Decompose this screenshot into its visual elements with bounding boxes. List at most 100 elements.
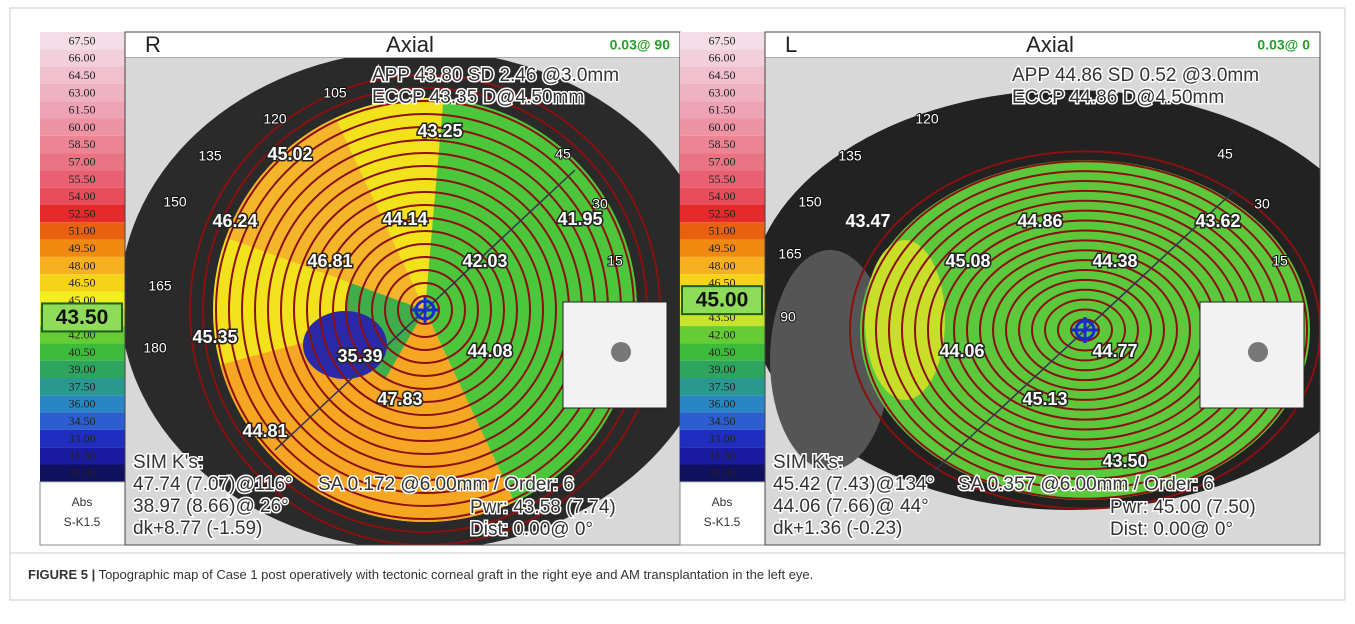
map-value: 41.95 [557, 209, 602, 229]
map-value: 46.24 [212, 211, 257, 231]
scale-footer: S-K1.5 [64, 515, 101, 529]
scale-label: 63.00 [69, 85, 96, 99]
scale-label: 37.50 [69, 379, 96, 393]
scale-label: 66.00 [69, 51, 96, 65]
sim-k: 44.06 (7.66)@ 44° [773, 496, 929, 517]
scale-label: 64.50 [69, 68, 96, 82]
scale-label: 60.00 [709, 120, 736, 134]
scale-label: 58.50 [709, 137, 736, 151]
caption-text: Topographic map of Case 1 post operative… [95, 567, 813, 582]
scale-footer-box [680, 482, 765, 545]
dist-text: Dist: 0.00@ 0° [1110, 519, 1233, 540]
scale-current: 43.50 [56, 306, 109, 329]
map-value: 47.83 [377, 389, 422, 409]
scale-label: 48.00 [69, 258, 96, 272]
scale-label: 58.50 [69, 137, 96, 151]
scale-label: 49.50 [69, 241, 96, 255]
map-value: 44.08 [467, 341, 512, 361]
power-text: Pwr: 43.58 (7.74) [470, 497, 616, 518]
scale-label: 33.00 [69, 431, 96, 445]
map-value: 46.81 [307, 251, 352, 271]
angle-label: 15 [1272, 253, 1288, 269]
angle-label: 30 [592, 196, 608, 212]
scale-label: 57.00 [69, 155, 96, 169]
scale-label: 30.00 [709, 466, 736, 480]
scale-label: 66.00 [709, 51, 736, 65]
scale-footer: S-K1.5 [704, 515, 741, 529]
map-value: 44.38 [1092, 251, 1137, 271]
scale-footer: Abs [712, 495, 733, 509]
map-value: 43.50 [1102, 451, 1147, 471]
scale-label: 60.00 [69, 120, 96, 134]
scale-label: 42.00 [709, 328, 736, 342]
eye-label: L [785, 32, 797, 57]
map-corner: 0.03@ 90 [610, 37, 671, 53]
angle-label: 120 [263, 111, 287, 127]
angle-label: 150 [798, 194, 822, 210]
map-header-text: ECCP 44.86 D@4.50mm [1012, 87, 1224, 108]
scale-label: 36.00 [709, 397, 736, 411]
angle-label: 15 [607, 253, 623, 269]
sa-text: SA 0.357 @6.00mm / Order: 6 [958, 474, 1214, 495]
scale-label: 33.00 [709, 431, 736, 445]
scale-label: 52.50 [709, 206, 736, 220]
topography-panel: 67.5066.0064.5063.0061.5060.0058.5057.00… [680, 32, 1355, 545]
map-value: 44.06 [939, 341, 984, 361]
angle-label: 165 [778, 246, 802, 262]
scale-label: 31.50 [709, 449, 736, 463]
map-value: 44.81 [242, 421, 287, 441]
scale-label: 54.00 [69, 189, 96, 203]
scale-label: 31.50 [69, 449, 96, 463]
map-header-text: ECCP 43.35 D@4.50mm [372, 87, 584, 108]
scale-label: 63.00 [709, 85, 736, 99]
sim-k: dk+1.36 (-0.23) [773, 518, 902, 539]
scale-footer: Abs [72, 495, 93, 509]
map-header-text: APP 43.80 SD 2.46 @3.0mm [372, 65, 619, 86]
scale-label: 48.00 [709, 258, 736, 272]
map-title: Axial [386, 32, 434, 57]
dist-text: Dist: 0.00@ 0° [470, 519, 593, 540]
power-text: Pwr: 45.00 (7.50) [1110, 497, 1256, 518]
map-value: 35.39 [337, 346, 382, 366]
inset-spot [611, 342, 631, 362]
map-value: 44.77 [1092, 341, 1137, 361]
scale-label: 49.50 [709, 241, 736, 255]
sim-k: 47.74 (7.07)@116° [133, 474, 293, 495]
scale-footer-box [40, 482, 125, 545]
scale-label: 37.50 [709, 379, 736, 393]
scale-label: 40.50 [709, 345, 736, 359]
map-value: 45.08 [945, 251, 990, 271]
scale-label: 57.00 [709, 155, 736, 169]
angle-label: 120 [915, 111, 939, 127]
caption: FIGURE 5 | Topographic map of Case 1 pos… [28, 567, 813, 582]
scale-label: 55.50 [709, 172, 736, 186]
angle-label: 150 [163, 194, 187, 210]
angle-label: 90 [780, 309, 796, 325]
scale-label: 51.00 [709, 224, 736, 238]
angle-label: 180 [143, 340, 167, 356]
scale-label: 34.50 [709, 414, 736, 428]
scale-label: 36.00 [69, 397, 96, 411]
scale-label: 39.00 [69, 362, 96, 376]
angle-label: 165 [148, 278, 172, 294]
scale-label: 64.50 [709, 68, 736, 82]
map-value: 45.35 [192, 327, 237, 347]
topography-panel: 67.5066.0064.5063.0061.5060.0058.5057.00… [40, 32, 720, 550]
angle-label: 45 [1217, 146, 1233, 162]
scale-label: 61.50 [69, 103, 96, 117]
map-value: 42.03 [462, 251, 507, 271]
scale-label: 52.50 [69, 206, 96, 220]
angle-label: 135 [838, 148, 862, 164]
map-value: 44.86 [1017, 211, 1062, 231]
scale-label: 51.00 [69, 224, 96, 238]
figure: FIGURE 5 | Topographic map of Case 1 pos… [0, 0, 1355, 619]
map-value: 45.02 [267, 144, 312, 164]
sim-k: SIM K's: [773, 452, 843, 473]
scale-label: 61.50 [709, 103, 736, 117]
scale-label: 34.50 [69, 414, 96, 428]
scale-label: 39.00 [709, 362, 736, 376]
scale-label: 46.50 [69, 276, 96, 290]
map-title: Axial [1026, 32, 1074, 57]
map-value: 43.25 [417, 121, 462, 141]
scale-current: 45.00 [696, 289, 749, 312]
